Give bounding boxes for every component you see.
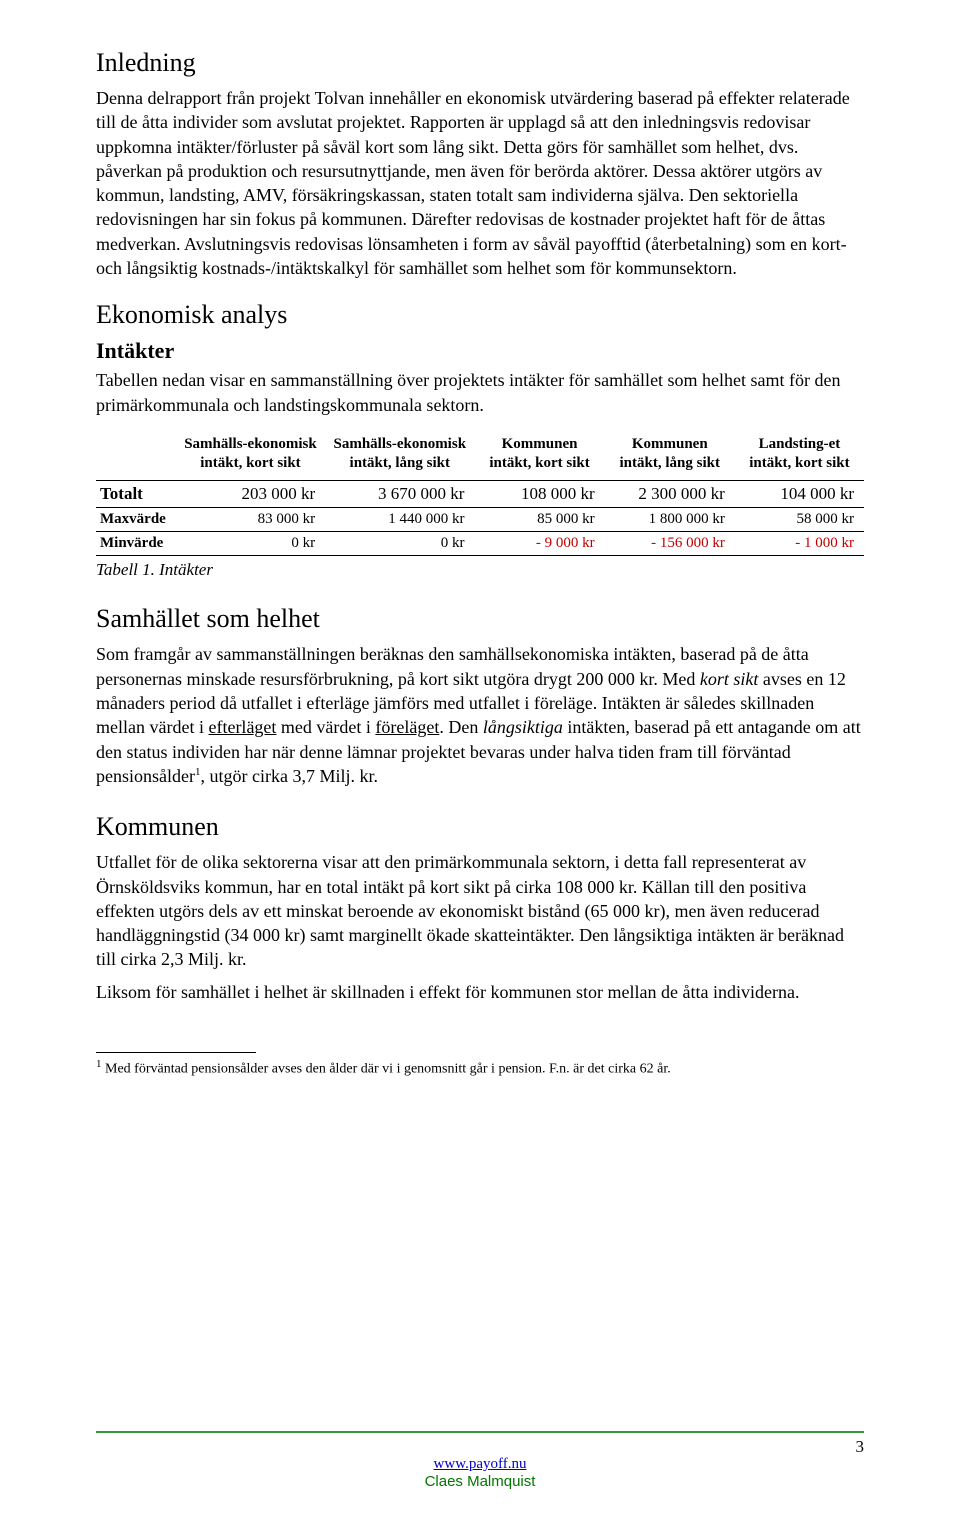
table-col-header: Landsting-et intäkt, kort sikt xyxy=(735,431,864,481)
intakter-title: Intäkter xyxy=(96,338,864,364)
table-cell: - 1 000 kr xyxy=(735,532,864,556)
text-underline: föreläget xyxy=(375,717,439,737)
footer-author: Claes Malmquist xyxy=(425,1473,536,1490)
table-cell: 108 000 kr xyxy=(474,481,604,508)
ekonomisk-title: Ekonomisk analys xyxy=(96,300,864,330)
table-cell: 85 000 kr xyxy=(474,508,604,532)
text: , utgör cirka 3,7 Milj. kr. xyxy=(200,766,377,786)
kommunen-body-1: Utfallet för de olika sektorerna visar a… xyxy=(96,850,864,971)
table-row: Minvärde0 kr0 kr- 9 000 kr- 156 000 kr- … xyxy=(96,532,864,556)
kommunen-body-2: Liksom för samhället i helhet är skillna… xyxy=(96,980,864,1004)
table-cell: 1 800 000 kr xyxy=(605,508,735,532)
table-cell: 3 670 000 kr xyxy=(325,481,474,508)
table-col-header: Kommunen intäkt, kort sikt xyxy=(474,431,604,481)
kommunen-title: Kommunen xyxy=(96,812,864,842)
table-col-header: Kommunen intäkt, lång sikt xyxy=(605,431,735,481)
text-italic: kort sikt xyxy=(700,669,759,689)
table-cell: 0 kr xyxy=(176,532,325,556)
table-col-header: Samhälls-ekonomisk intäkt, lång sikt xyxy=(325,431,474,481)
table-cell: 104 000 kr xyxy=(735,481,864,508)
inledning-title: Inledning xyxy=(96,48,864,78)
footnote-text: 1 Med förväntad pensionsålder avses den … xyxy=(96,1057,864,1079)
page-footer: www.payoff.nu Claes Malmquist xyxy=(0,1456,960,1491)
table-cell: 58 000 kr xyxy=(735,508,864,532)
table-cell: 83 000 kr xyxy=(176,508,325,532)
page-number: 3 xyxy=(856,1437,865,1457)
footnote-rule xyxy=(96,1052,256,1053)
table-cell: - 156 000 kr xyxy=(605,532,735,556)
samhallet-title: Samhället som helhet xyxy=(96,604,864,634)
table-cell: 1 440 000 kr xyxy=(325,508,474,532)
table-cell: - 9 000 kr xyxy=(474,532,604,556)
samhallet-body: Som framgår av sammanställningen beräkna… xyxy=(96,642,864,788)
table-row: Totalt203 000 kr3 670 000 kr108 000 kr2 … xyxy=(96,481,864,508)
table-header-empty xyxy=(96,431,176,481)
inledning-body: Denna delrapport från projekt Tolvan inn… xyxy=(96,86,864,280)
table-cell: 2 300 000 kr xyxy=(605,481,735,508)
intakter-intro: Tabellen nedan visar en sammanställning … xyxy=(96,368,864,417)
table-row-label: Minvärde xyxy=(96,532,176,556)
text: med värdet i xyxy=(276,717,375,737)
text-underline: efterläget xyxy=(208,717,276,737)
table-caption: Tabell 1. Intäkter xyxy=(96,560,864,580)
footnote-body: Med förväntad pensionsålder avses den ål… xyxy=(102,1062,671,1077)
intakter-table: Samhälls-ekonomisk intäkt, kort sikt Sam… xyxy=(96,431,864,557)
footer-link[interactable]: www.payoff.nu xyxy=(434,1456,527,1472)
table-row: Maxvärde83 000 kr1 440 000 kr85 000 kr1 … xyxy=(96,508,864,532)
text-italic: långsiktiga xyxy=(483,717,563,737)
table-cell: 0 kr xyxy=(325,532,474,556)
table-col-header: Samhälls-ekonomisk intäkt, kort sikt xyxy=(176,431,325,481)
table-row-label: Totalt xyxy=(96,481,176,508)
text: . Den xyxy=(439,717,483,737)
table-header-row: Samhälls-ekonomisk intäkt, kort sikt Sam… xyxy=(96,431,864,481)
table-cell: 203 000 kr xyxy=(176,481,325,508)
table-row-label: Maxvärde xyxy=(96,508,176,532)
footer-rule xyxy=(96,1431,864,1433)
